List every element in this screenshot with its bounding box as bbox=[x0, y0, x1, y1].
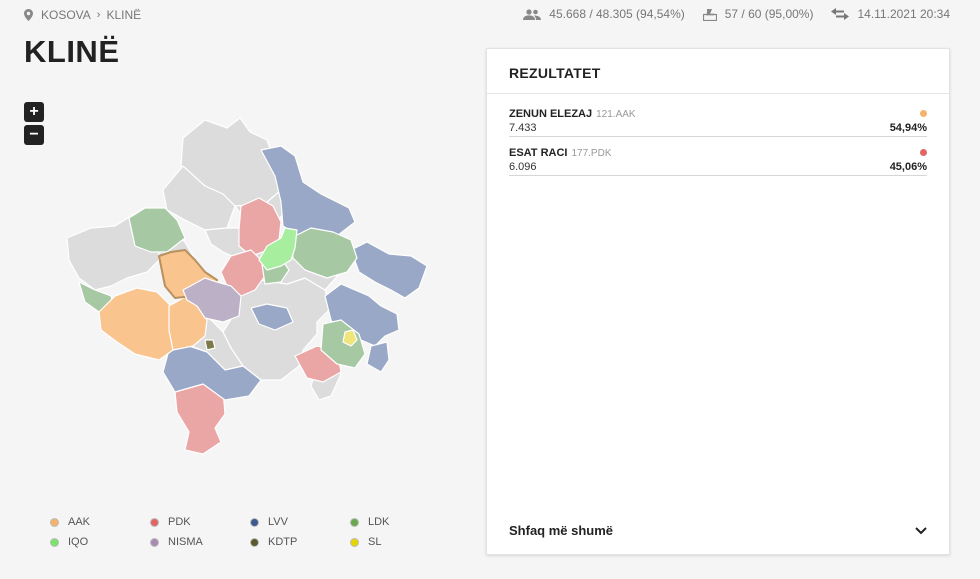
stations-value: 57 / 60 (95,00%) bbox=[724, 7, 814, 21]
legend-dot bbox=[350, 517, 359, 527]
map-region-pdk-skenderaj[interactable] bbox=[220, 249, 266, 297]
candidate-party: 121.AAK bbox=[596, 109, 636, 120]
results-panel: REZULTATET ZENUN ELEZAJ 121.AAK 7.433 54… bbox=[486, 48, 950, 555]
legend-row: AAK PDK LVV LDK bbox=[50, 512, 450, 532]
party-color-dot bbox=[920, 149, 927, 156]
result-header: ESAT RACI 177.PDK bbox=[509, 147, 927, 159]
map-region-kdtp[interactable] bbox=[204, 339, 216, 351]
breadcrumb-country[interactable]: KOSOVA bbox=[41, 8, 91, 22]
candidate-name: ESAT RACI bbox=[509, 147, 568, 159]
results-list: ZENUN ELEZAJ 121.AAK 7.433 54,94% ESAT R… bbox=[487, 94, 949, 176]
candidate-party: 177.PDK bbox=[571, 148, 612, 159]
legend-label: AAK bbox=[68, 516, 91, 528]
map-legend: AAK PDK LVV LDK IQO NISMA KDTP SL bbox=[50, 512, 450, 552]
legend-row: IQO NISMA KDTP SL bbox=[50, 532, 450, 552]
voters-value: 45.668 / 48.305 (94,54%) bbox=[549, 7, 685, 21]
updated-value: 14.11.2021 20:34 bbox=[857, 7, 950, 21]
candidate-percent: 45,06% bbox=[889, 161, 927, 173]
map-region-ldk-istog[interactable] bbox=[128, 207, 186, 253]
legend-dot bbox=[50, 517, 59, 527]
map-region-nisma[interactable] bbox=[182, 277, 242, 323]
result-values: 7.433 54,94% bbox=[509, 122, 927, 134]
breadcrumb: KOSOVA › KLINË bbox=[24, 8, 141, 22]
result-item-esat-raci[interactable]: ESAT RACI 177.PDK 6.096 45,06% bbox=[509, 147, 927, 176]
updated-stat: 14.11.2021 20:34 bbox=[831, 7, 950, 21]
show-more-button[interactable]: Shfaq më shumë bbox=[509, 523, 927, 538]
ballot-box-icon bbox=[702, 8, 717, 21]
legend-item-iqo[interactable]: IQO bbox=[50, 532, 150, 552]
chevron-right-icon: › bbox=[96, 9, 101, 21]
legend-dot bbox=[150, 517, 159, 527]
legend-dot bbox=[250, 537, 259, 547]
map-region-lvv-prizren[interactable] bbox=[162, 345, 262, 401]
legend-item-pdk[interactable]: PDK bbox=[150, 512, 250, 532]
map-region-lvv-drenas[interactable] bbox=[250, 303, 294, 331]
map-region-lvv-north-east[interactable] bbox=[260, 145, 356, 237]
candidate-name: ZENUN ELEZAJ bbox=[509, 108, 593, 120]
result-values: 6.096 45,06% bbox=[509, 161, 927, 173]
swap-arrows-icon bbox=[831, 8, 850, 20]
legend-item-nisma[interactable]: NISMA bbox=[150, 532, 250, 552]
map-region-lvv-east[interactable] bbox=[350, 241, 428, 299]
location-pin-icon bbox=[24, 9, 33, 21]
legend-label: IQO bbox=[68, 536, 89, 548]
zoom-out-button[interactable]: − bbox=[24, 125, 44, 145]
zoom-in-button[interactable]: + bbox=[24, 102, 44, 122]
kosovo-map bbox=[66, 117, 428, 455]
top-bar: KOSOVA › KLINË 45.668 / 48.305 (94,54%) … bbox=[0, 0, 980, 30]
results-panel-title: REZULTATET bbox=[487, 49, 949, 94]
legend-label: LDK bbox=[368, 516, 390, 528]
map-region-aak-peja[interactable] bbox=[98, 287, 174, 361]
legend-label: NISMA bbox=[168, 536, 203, 548]
legend-item-kdtp[interactable]: KDTP bbox=[250, 532, 350, 552]
map-region-sl[interactable] bbox=[342, 329, 358, 347]
legend-label: KDTP bbox=[268, 536, 298, 548]
result-item-zenun-elezaj[interactable]: ZENUN ELEZAJ 121.AAK 7.433 54,94% bbox=[509, 108, 927, 137]
chevron-down-icon bbox=[915, 526, 927, 534]
breadcrumb-municipality[interactable]: KLINË bbox=[106, 8, 142, 22]
legend-dot bbox=[50, 537, 59, 547]
stations-stat: 57 / 60 (95,00%) bbox=[702, 7, 814, 21]
candidate-votes: 6.096 bbox=[509, 161, 537, 173]
legend-dot bbox=[350, 537, 359, 547]
map-region-zubin[interactable] bbox=[162, 165, 236, 231]
party-color-dot bbox=[920, 110, 927, 117]
legend-item-ldk[interactable]: LDK bbox=[350, 512, 450, 532]
legend-dot bbox=[150, 537, 159, 547]
legend-dot bbox=[250, 517, 259, 527]
legend-item-lvv[interactable]: LVV bbox=[250, 512, 350, 532]
stats-bar: 45.668 / 48.305 (94,54%) 57 / 60 (95,00%… bbox=[505, 7, 950, 21]
legend-item-aak[interactable]: AAK bbox=[50, 512, 150, 532]
legend-label: SL bbox=[368, 536, 382, 548]
map-region-lvv-gjilan[interactable] bbox=[366, 341, 390, 373]
voters-stat: 45.668 / 48.305 (94,54%) bbox=[523, 7, 685, 21]
map-region-ldk-podujeva[interactable] bbox=[290, 227, 358, 279]
legend-label: PDK bbox=[168, 516, 191, 528]
show-more-label: Shfaq më shumë bbox=[509, 523, 614, 538]
result-header: ZENUN ELEZAJ 121.AAK bbox=[509, 108, 927, 120]
map-region-iqo[interactable] bbox=[258, 227, 298, 271]
legend-label: LVV bbox=[268, 516, 288, 528]
people-icon bbox=[523, 8, 542, 20]
legend-item-sl[interactable]: SL bbox=[350, 532, 450, 552]
candidate-votes: 7.433 bbox=[509, 122, 537, 134]
candidate-percent: 54,94% bbox=[889, 122, 927, 134]
zoom-controls: + − bbox=[24, 102, 44, 148]
page-title: KLINË bbox=[24, 34, 120, 69]
